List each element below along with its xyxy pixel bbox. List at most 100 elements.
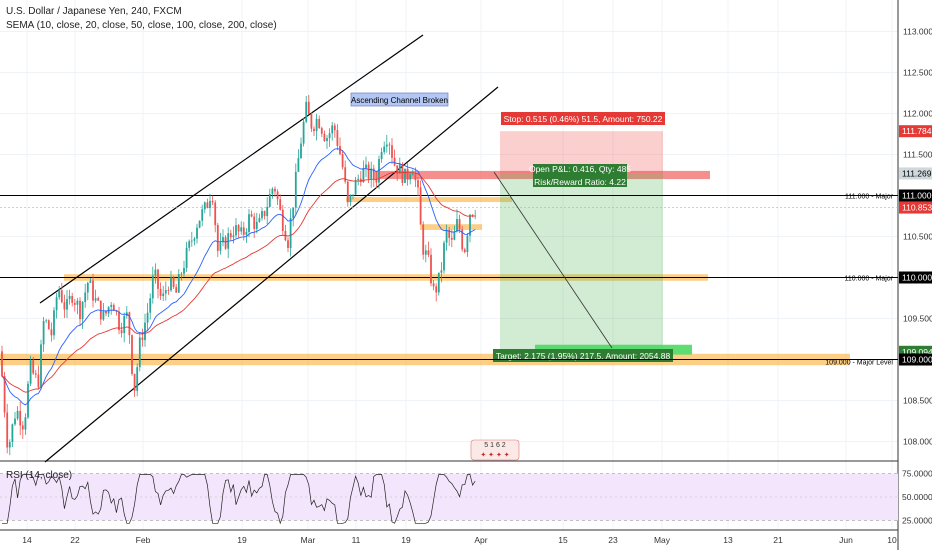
x-tick-label: 22 (70, 535, 80, 545)
candle-body (391, 145, 393, 158)
candle-body (172, 277, 175, 288)
annotation-box[interactable]: Ascending Channel Broken (350, 92, 449, 107)
candle-body (102, 311, 105, 320)
stop-label-bg (501, 112, 665, 125)
candle-body (404, 168, 406, 183)
candle-body (320, 128, 323, 134)
candle-body (359, 178, 362, 183)
candle-body (84, 292, 87, 303)
candle-body (222, 237, 224, 243)
candle-body (289, 217, 292, 249)
candle-body (42, 321, 45, 345)
candle-body (32, 360, 35, 374)
candle-body (307, 101, 310, 114)
candle-body (190, 240, 193, 242)
candle-body (66, 299, 68, 310)
candle-body (424, 250, 427, 255)
candle-body (411, 174, 414, 176)
candle-body (258, 218, 261, 222)
price-tag: 111.269 (902, 168, 932, 178)
candle-body (370, 168, 373, 180)
candle-body (81, 302, 84, 320)
candle-body (159, 288, 162, 297)
candle-body (362, 167, 365, 183)
projection-line[interactable] (493, 171, 613, 349)
candle-body (167, 290, 170, 291)
candle-body (180, 273, 183, 275)
candle-body (401, 163, 404, 183)
x-tick-label: 19 (237, 535, 247, 545)
candle-body (68, 295, 71, 300)
candle-body (89, 280, 92, 283)
candle-body (372, 168, 375, 180)
candle-body (79, 300, 81, 320)
candle-body (71, 295, 74, 303)
candle-body (432, 283, 435, 287)
svg-text:✦ ✦ ✦ ✦: ✦ ✦ ✦ ✦ (480, 451, 509, 459)
pnl-label: Open P&L: 0.416, Qty: 485 (529, 164, 631, 174)
candle-body (302, 121, 305, 144)
candle-body (216, 225, 219, 251)
price-tag: 111.000 (902, 191, 932, 201)
events-icon[interactable]: 5 1 6 2 ✦ ✦ ✦ ✦ (470, 439, 520, 461)
candle-body (250, 214, 253, 217)
channel-lower-line[interactable] (44, 86, 499, 463)
indicator-legend: SEMA (10, close, 20, close, 50, close, 1… (6, 20, 277, 31)
candle-body (47, 320, 50, 330)
candle-body (188, 241, 191, 248)
candle-body (328, 133, 331, 139)
candle-body (45, 320, 48, 322)
candle-body (445, 229, 448, 243)
pnl-label-bg (533, 164, 627, 175)
x-tick-label: 21 (773, 535, 783, 545)
candle-body (76, 300, 79, 305)
price-tag-bg (899, 201, 932, 214)
candles (1, 94, 477, 456)
candle-body (419, 187, 422, 225)
candle-body (349, 194, 352, 203)
candle-body (300, 143, 302, 159)
time-axis: 14 22 Feb 19 Mar 11 19 Apr 15 23 May 13 21 Jun 10 (22, 535, 897, 545)
candle-body (110, 304, 113, 307)
rr-label-bg (533, 175, 627, 187)
candle-body (24, 417, 27, 430)
channel-upper-line[interactable] (39, 34, 424, 304)
candle-body (164, 290, 167, 294)
candle-body (448, 229, 451, 238)
candle-body (118, 311, 120, 331)
candle-body (453, 231, 456, 240)
candle-body (201, 209, 204, 221)
candle-body (409, 174, 412, 180)
candle-body (271, 188, 274, 195)
candle-body (367, 164, 370, 180)
candle-body (315, 118, 318, 132)
price-tag-bg (899, 271, 932, 284)
candle-body (196, 227, 198, 239)
candle-body (422, 224, 425, 255)
svg-text:5 1 6 2: 5 1 6 2 (484, 442, 506, 449)
candle-body (417, 180, 419, 188)
price-axis: 113.000 112.500 112.000 111.500 111.000 110.5… (899, 27, 932, 525)
candle-body (198, 220, 201, 228)
candle-body (229, 233, 232, 238)
candle-body (276, 191, 279, 200)
candle-body (183, 267, 185, 274)
ascending-channel[interactable] (39, 34, 499, 463)
candle-body (385, 144, 388, 147)
candle-body (458, 219, 461, 230)
candle-body (354, 179, 357, 195)
candle-body (466, 235, 469, 253)
candle-body (261, 211, 263, 219)
candle-body (279, 199, 282, 210)
y-tick-label: 109.500 (903, 314, 932, 324)
candle-body (211, 200, 214, 203)
position-tool[interactable]: Stop: 0.515 (0.46%) 51.5, Amount: 750.22… (493, 112, 692, 362)
candle-body (19, 410, 22, 426)
candle-body (430, 254, 432, 284)
candle-body (255, 221, 258, 229)
candle-body (105, 311, 107, 314)
candle-body (6, 412, 9, 448)
candle-body (40, 344, 42, 388)
candle-body (206, 202, 209, 209)
candle-body (393, 157, 396, 166)
